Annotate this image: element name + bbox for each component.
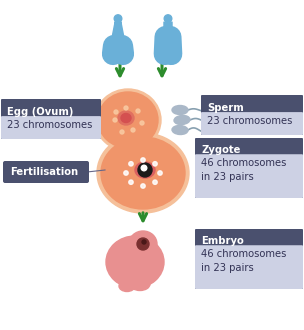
Circle shape <box>136 109 140 113</box>
Circle shape <box>142 240 146 244</box>
FancyBboxPatch shape <box>195 138 303 198</box>
FancyBboxPatch shape <box>195 245 303 289</box>
Ellipse shape <box>97 133 189 213</box>
FancyBboxPatch shape <box>195 154 303 198</box>
Circle shape <box>137 238 149 250</box>
Ellipse shape <box>98 92 158 148</box>
Ellipse shape <box>119 280 135 291</box>
Circle shape <box>131 128 135 132</box>
FancyBboxPatch shape <box>195 229 303 289</box>
Text: Egg (Ovum): Egg (Ovum) <box>7 107 73 117</box>
Circle shape <box>140 121 144 125</box>
Ellipse shape <box>121 114 131 122</box>
FancyBboxPatch shape <box>201 95 303 135</box>
Ellipse shape <box>106 236 164 288</box>
FancyBboxPatch shape <box>1 99 101 139</box>
FancyBboxPatch shape <box>3 161 89 183</box>
Ellipse shape <box>172 106 188 115</box>
Ellipse shape <box>135 162 155 178</box>
Circle shape <box>153 162 157 166</box>
Text: 23 chromosomes: 23 chromosomes <box>207 116 292 126</box>
Circle shape <box>129 162 133 166</box>
Ellipse shape <box>130 278 150 290</box>
Circle shape <box>124 171 128 175</box>
Text: Embryo: Embryo <box>201 236 244 246</box>
FancyBboxPatch shape <box>115 22 121 26</box>
FancyBboxPatch shape <box>201 112 303 135</box>
Text: 46 chromosomes
in 23 pairs: 46 chromosomes in 23 pairs <box>201 249 286 273</box>
Ellipse shape <box>129 231 157 257</box>
Polygon shape <box>110 22 126 46</box>
Circle shape <box>120 130 124 134</box>
Text: 23 chromosomes: 23 chromosomes <box>7 120 92 130</box>
Circle shape <box>158 171 162 175</box>
FancyBboxPatch shape <box>164 22 172 37</box>
Ellipse shape <box>118 111 134 125</box>
Ellipse shape <box>110 251 128 263</box>
Text: Sperm: Sperm <box>207 103 244 113</box>
Circle shape <box>153 180 157 184</box>
Circle shape <box>114 110 118 114</box>
Ellipse shape <box>174 115 190 124</box>
FancyBboxPatch shape <box>1 116 101 139</box>
Circle shape <box>141 158 145 162</box>
Ellipse shape <box>172 125 188 135</box>
Circle shape <box>141 165 147 171</box>
Circle shape <box>114 15 122 22</box>
Text: 46 chromosomes
in 23 pairs: 46 chromosomes in 23 pairs <box>201 158 286 182</box>
Ellipse shape <box>95 89 161 151</box>
Circle shape <box>138 163 152 177</box>
Text: Fertilisation: Fertilisation <box>10 167 78 177</box>
Ellipse shape <box>101 137 185 209</box>
Circle shape <box>113 118 117 122</box>
Circle shape <box>124 106 128 110</box>
Circle shape <box>164 15 172 22</box>
Circle shape <box>141 184 145 188</box>
Text: Zygote: Zygote <box>201 145 240 155</box>
Circle shape <box>129 180 133 184</box>
